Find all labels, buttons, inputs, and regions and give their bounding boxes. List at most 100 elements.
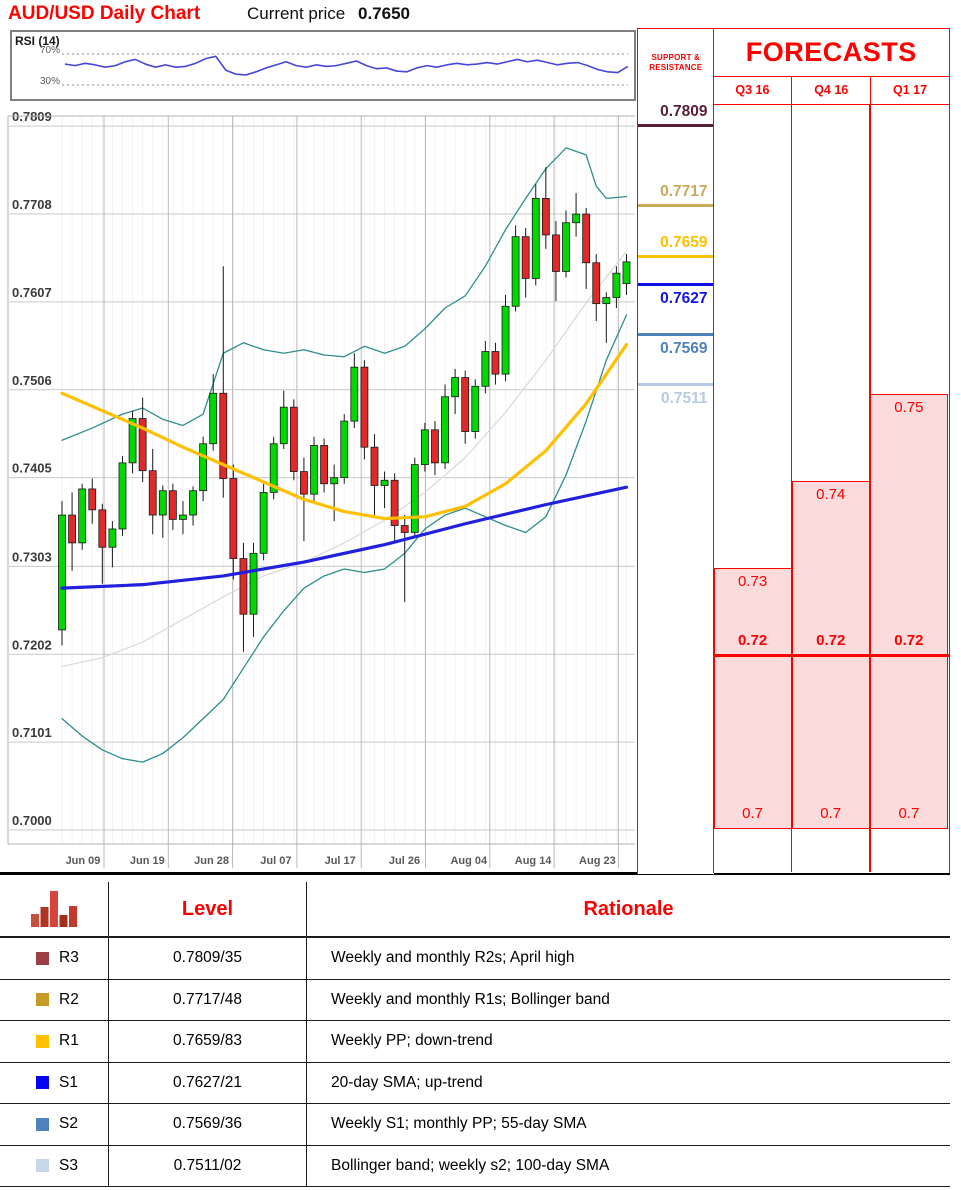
table-row-level-cell: 0.7717/48 (109, 979, 307, 1021)
page-title: AUD/USD Daily Chart (8, 3, 201, 24)
candle-up (78, 488, 87, 544)
candle-up (380, 479, 389, 486)
price-axis-label: 0.7405 (12, 461, 52, 476)
candle-down (582, 213, 591, 264)
sr-level-line (638, 332, 714, 336)
table-row-level-cell: 0.7511/02 (109, 1145, 307, 1187)
candle-up (269, 443, 278, 493)
date-axis-label: Jul 17 (325, 855, 356, 867)
candle-up (562, 222, 570, 272)
candle-down (370, 446, 379, 486)
level-tag: R1 (59, 1032, 79, 1050)
candle-down (491, 351, 500, 375)
candle-up (249, 552, 258, 615)
candle-down (138, 418, 147, 472)
candle-down (541, 197, 550, 236)
candle-down (431, 429, 439, 464)
date-axis-label: Jul 26 (389, 855, 420, 867)
candle-down (592, 262, 601, 305)
candle-down (229, 478, 238, 559)
sr-level-value: 0.7717 (660, 183, 708, 201)
sr-level-line (638, 254, 714, 258)
rsi-line-chart (62, 53, 629, 86)
forecast-range-low-label: 0.72 (894, 632, 924, 649)
price-axis-label: 0.7809 (12, 109, 52, 124)
candle-up (310, 445, 318, 495)
candle-up (572, 213, 580, 224)
level-tag: S1 (59, 1073, 78, 1091)
sr-level-line (638, 204, 714, 208)
forecasts-table: FORECASTS Q3 16 Q4 16 Q1 17 0.73 0.72 0.7 0.7… (712, 28, 950, 873)
rsi-line (64, 55, 629, 76)
rsi-panel: RSI (14) 70% 30% (10, 30, 636, 101)
date-axis-label: Jul 07 (260, 855, 291, 867)
candle-up (58, 514, 66, 631)
table-row-rationale-cell: Weekly PP; down-trend (307, 1021, 950, 1063)
sr-level-line (638, 282, 714, 286)
candle-down (300, 471, 308, 495)
table-row-rationale-cell: Bollinger band; weekly s2; 100-day SMA (307, 1145, 950, 1187)
candle-down (360, 366, 369, 448)
support-resistance-column: SUPPORT & RESISTANCE 0.7809 0.7717 0.7659 0… (637, 28, 714, 874)
candle-down (400, 525, 409, 533)
candle-up (511, 236, 520, 307)
forecast-extended-low-label: 0.7 (742, 805, 763, 822)
table-row-tag-cell: S3 (0, 1145, 109, 1187)
level-color-square (36, 1117, 49, 1131)
date-axis-label: Jun 09 (66, 855, 101, 867)
table-row-rationale-cell: 20-day SMA; up-trend (307, 1062, 950, 1104)
candle-down (552, 234, 560, 272)
candle-up (481, 351, 490, 387)
levels-rationale-table: Level Rationale R3 0.7809/35 Weekly and mo… (0, 882, 950, 1187)
rsi-indicator-label: RSI (14) (15, 34, 60, 48)
price-axis-label: 0.7202 (12, 637, 52, 652)
bollinger-lower-line (61, 314, 628, 763)
forecast-extended-low-label: 0.7 (820, 805, 842, 822)
date-axis-label: Jun 28 (194, 855, 229, 867)
candle-down (168, 490, 177, 520)
candle-up (441, 396, 449, 464)
level-tag: R3 (59, 949, 79, 967)
current-price-label: Current price (247, 4, 346, 23)
candle-up (259, 492, 268, 554)
date-axis-label: Aug 04 (450, 855, 488, 867)
candle-up (209, 392, 218, 445)
bollinger-upper-line (61, 147, 628, 441)
candle-up (158, 490, 167, 516)
sr-level-value: 0.7569 (660, 339, 708, 357)
level-color-square (36, 1159, 49, 1173)
table-row-rationale-cell: Weekly S1; monthly PP; 55-day SMA (307, 1104, 950, 1146)
rationale-column-header: Rationale (307, 882, 950, 938)
date-axis-label: Aug 14 (515, 855, 553, 867)
candle-up (108, 528, 117, 548)
forecast-range-box (869, 394, 948, 829)
forecast-range-box (713, 568, 792, 829)
table-row-level-cell: 0.7809/35 (109, 938, 307, 980)
table-row-level-cell: 0.7627/21 (109, 1062, 307, 1104)
chart-bottom-divider (0, 872, 950, 875)
forecast-quarter-header: Q1 17 (870, 77, 949, 104)
table-row-tag-cell: R3 (0, 938, 109, 980)
rsi-upper-guide-label: 70% (39, 45, 60, 56)
price-axis-label: 0.7708 (12, 197, 52, 212)
forecasts-quarter-header-row: Q3 16 Q4 16 Q1 17 (713, 77, 949, 105)
candlestick-chart: 0.7809 0.7708 0.7607 0.7506 0.7405 0.7303 0.72… (7, 109, 635, 868)
candle-up (189, 490, 197, 516)
sr-level-line (638, 383, 714, 387)
sr-level-value: 0.7659 (660, 233, 708, 251)
sr-level-value: 0.7809 (660, 103, 708, 121)
candle-up (471, 385, 480, 432)
forecast-quarter-header: Q4 16 (791, 77, 870, 104)
candles (58, 167, 631, 652)
rsi-lower-guide-label: 30% (39, 76, 60, 87)
forecast-extended-low-label: 0.7 (898, 805, 920, 822)
candle-down (98, 509, 107, 548)
candle-up (199, 443, 208, 492)
level-color-square (36, 1076, 49, 1090)
forecast-range-low-label: 0.72 (816, 632, 846, 649)
level-color-square (36, 1034, 49, 1048)
sr-level-value: 0.7511 (660, 390, 708, 408)
candle-down (88, 488, 97, 511)
candle-up (350, 366, 359, 422)
